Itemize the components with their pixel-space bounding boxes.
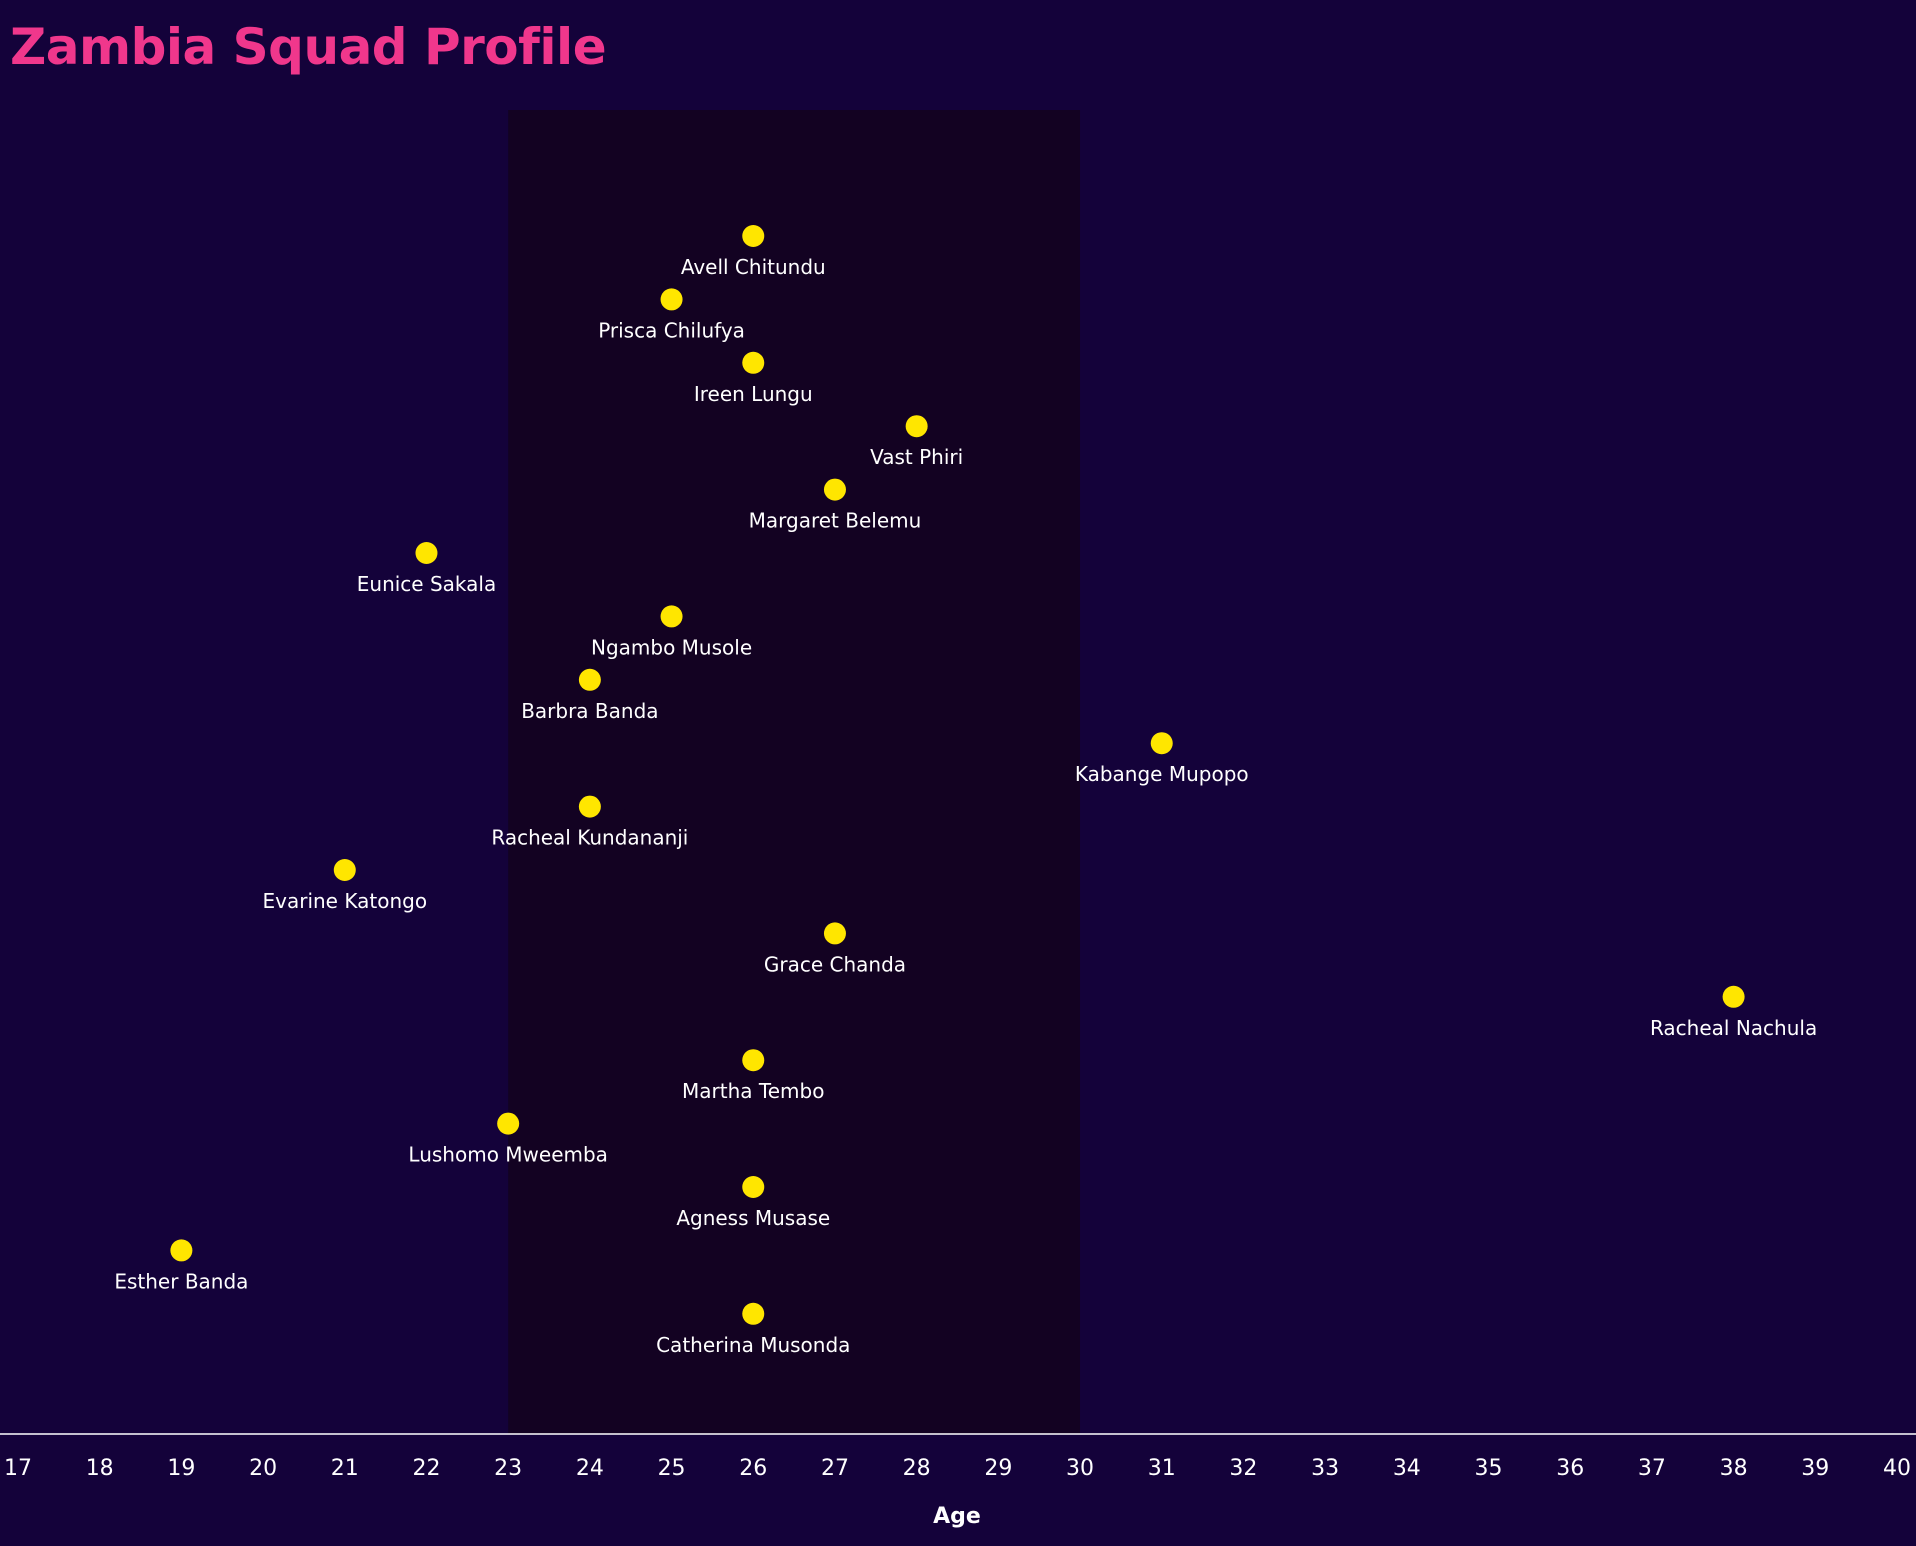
data-point[interactable]	[823, 478, 846, 501]
x-tick-label: 19	[167, 1456, 195, 1481]
age-highlight-band	[508, 110, 1081, 1434]
x-tick-label: 23	[494, 1456, 522, 1481]
data-point[interactable]	[578, 795, 601, 818]
x-tick-label: 18	[86, 1456, 114, 1481]
x-tick-label: 40	[1883, 1456, 1911, 1481]
data-point[interactable]	[1150, 732, 1173, 755]
data-point[interactable]	[742, 1049, 765, 1072]
point-label: Ngambo Musole	[591, 635, 752, 659]
point-label: Prisca Chilufya	[598, 318, 745, 342]
chart-title: Zambia Squad Profile	[10, 18, 607, 76]
data-point[interactable]	[578, 668, 601, 691]
point-label: Esther Banda	[114, 1269, 248, 1293]
data-point[interactable]	[742, 1302, 765, 1325]
x-tick-label: 38	[1720, 1456, 1748, 1481]
data-point[interactable]	[823, 922, 846, 945]
x-axis-label: Age	[933, 1504, 981, 1529]
data-point[interactable]	[905, 415, 928, 438]
x-tick-label: 28	[903, 1456, 931, 1481]
data-point[interactable]	[742, 351, 765, 374]
x-tick-label: 29	[984, 1456, 1012, 1481]
point-label: Racheal Kundananji	[491, 826, 688, 850]
x-tick-label: 31	[1148, 1456, 1176, 1481]
point-label: Agness Musase	[676, 1206, 830, 1230]
x-tick-label: 17	[4, 1456, 32, 1481]
point-label: Barbra Banda	[521, 699, 658, 723]
x-tick-label: 24	[576, 1456, 604, 1481]
data-point[interactable]	[660, 288, 683, 311]
x-tick-label: 20	[249, 1456, 277, 1481]
x-tick-label: 22	[412, 1456, 440, 1481]
x-tick-label: 25	[658, 1456, 686, 1481]
point-label: Margaret Belemu	[749, 509, 922, 533]
data-point[interactable]	[742, 225, 765, 247]
data-point[interactable]	[333, 859, 356, 881]
point-label: Eunice Sakala	[357, 572, 496, 596]
x-tick-label: 36	[1556, 1456, 1584, 1481]
point-label: Racheal Nachula	[1650, 1016, 1817, 1040]
data-point[interactable]	[415, 542, 438, 564]
points-layer: Avell Chitundu Prisca Chilufya Ireen Lungu…	[114, 225, 1817, 1357]
data-point[interactable]	[497, 1112, 520, 1135]
x-tick-label: 21	[331, 1456, 359, 1481]
point-label: Martha Tembo	[682, 1079, 824, 1103]
data-point[interactable]	[742, 1176, 765, 1198]
x-tick-label: 35	[1475, 1456, 1503, 1481]
data-point[interactable]	[170, 1239, 193, 1262]
point-label: Grace Chanda	[764, 952, 906, 976]
data-point[interactable]	[660, 605, 683, 628]
data-point[interactable]	[1722, 985, 1745, 1008]
x-tick-label: 34	[1393, 1456, 1421, 1481]
point-label: Vast Phiri	[870, 445, 963, 469]
point-label: Ireen Lungu	[694, 382, 813, 406]
point-label: Kabange Mupopo	[1075, 762, 1249, 786]
x-tick-label: 27	[821, 1456, 849, 1481]
point-label: Avell Chitundu	[681, 255, 826, 279]
x-tick-label: 30	[1066, 1456, 1094, 1481]
point-label: Lushomo Mweemba	[408, 1143, 608, 1167]
x-tick-label: 32	[1229, 1456, 1257, 1481]
x-axis-ticks: 17 18 19 20 21 22 23 24 25 26 27 28 29 30 31 32 33 34 35 36…	[4, 1456, 1911, 1481]
x-tick-label: 33	[1311, 1456, 1339, 1481]
point-label: Evarine Katongo	[263, 889, 428, 913]
x-tick-label: 37	[1638, 1456, 1666, 1481]
x-tick-label: 26	[739, 1456, 767, 1481]
x-tick-label: 39	[1801, 1456, 1829, 1481]
point-label: Catherina Musonda	[656, 1333, 850, 1357]
